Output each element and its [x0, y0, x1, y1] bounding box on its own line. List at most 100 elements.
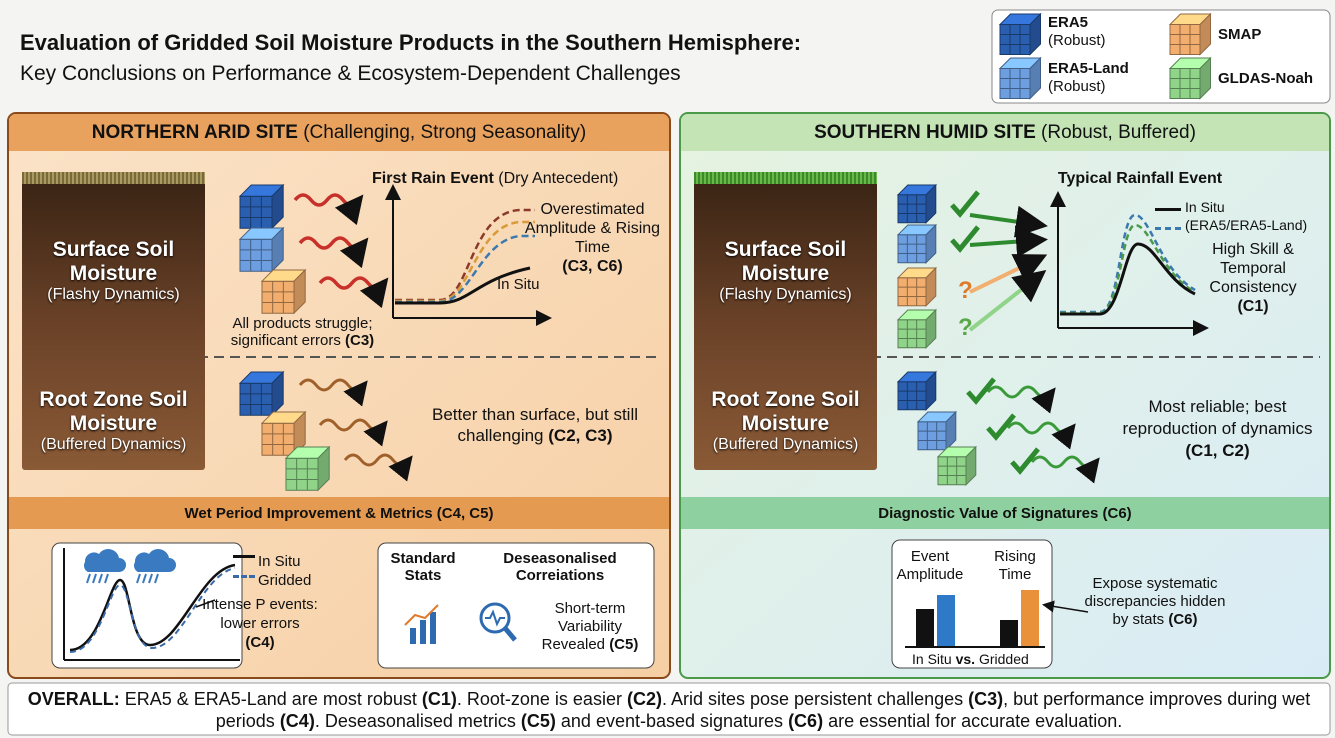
cube-grid — [262, 423, 294, 456]
mini-legend: In Situ Gridded — [258, 552, 311, 590]
chart-title: First Rain Event (Dry Antecedent) — [372, 170, 618, 188]
cube-face — [999, 24, 1031, 55]
cube-grid — [898, 277, 926, 306]
annotation-text: High Skill & Temporal Consistency — [1209, 241, 1297, 296]
layer-label: Surface Soil Moisture — [52, 238, 175, 285]
signature-bars — [905, 590, 1089, 648]
stats-ref: (C5) — [609, 636, 639, 653]
root-text: Better than surface, but still challengi… — [420, 404, 650, 446]
cube-face — [897, 381, 927, 411]
check-mark — [1010, 447, 1040, 475]
cube-grid — [938, 456, 966, 485]
chart-legend: In Situ (ERA5/ERA5-Land) — [1185, 198, 1307, 234]
heading-bold: NORTHERN ARID SITE — [91, 122, 298, 143]
wave-arrow — [1030, 455, 1100, 484]
wave-arrow — [298, 378, 368, 407]
question-mark: ? — [958, 314, 973, 341]
footer-part: , but performance improves during wet pe… — [215, 689, 1311, 731]
wave-arrow — [318, 418, 388, 447]
signature-label: Rising Time — [994, 548, 1036, 583]
wave-arrow — [1006, 421, 1076, 450]
cube-face — [917, 421, 947, 451]
legend-label: Gridded — [258, 572, 312, 589]
right-heading: SOUTHERN HUMID SITE (Robust, Buffered) — [681, 122, 1329, 144]
axis-label: In Situ — [912, 651, 952, 667]
cube-face — [1169, 68, 1201, 99]
layer-note: (Buffered Dynamics) — [40, 436, 187, 453]
question-mark: ? — [958, 277, 973, 304]
arrow — [969, 225, 1048, 258]
root-ref: (C2, C3) — [548, 426, 613, 445]
annotation-ref: (C6) — [1168, 611, 1198, 628]
cube-face — [897, 234, 927, 264]
axis-label: Gridded — [978, 651, 1029, 667]
legend-item: ERA5 (Robust) — [1048, 14, 1106, 50]
cube-grid — [898, 194, 926, 223]
cube-grid — [1000, 68, 1030, 99]
footer-part: and event-based signatures — [555, 711, 789, 731]
check-mark — [950, 225, 980, 253]
arrow — [969, 205, 1048, 238]
footer-box — [7, 682, 1331, 736]
legend-swatch — [233, 555, 255, 558]
stats-note-text: Short-term Variability Revealed — [541, 600, 626, 653]
legend-swatch — [1155, 208, 1181, 211]
cube-grid — [898, 234, 926, 263]
cube-grid — [240, 196, 272, 229]
legend-box — [991, 9, 1331, 104]
cube-grid — [898, 234, 926, 263]
cube-grid — [240, 383, 272, 416]
legend-name: ERA5-Land — [1048, 60, 1129, 77]
annotation: Overestimated Amplitude & Rising Time (C3… — [520, 200, 665, 276]
left-sub-band — [9, 497, 669, 529]
legend-swatch — [233, 575, 255, 578]
wave-arrow — [318, 276, 389, 309]
cube-face — [999, 68, 1031, 99]
cube-grid — [1170, 24, 1200, 55]
grass — [694, 172, 877, 184]
cube-grid — [262, 281, 294, 314]
stats-icons — [404, 602, 517, 644]
cube-face — [897, 319, 927, 349]
footer-part: (C5) — [520, 711, 556, 731]
signature-annotation: Expose systematic discrepancies hidden b… — [1080, 575, 1230, 629]
layer-note: (Buffered Dynamics) — [712, 436, 859, 453]
footer-part: . Deseasonalised metrics — [314, 711, 521, 731]
footer-text: OVERALL: ERA5 & ERA5-Land are most robus… — [14, 688, 1324, 732]
footer-part: (C4) — [279, 711, 315, 731]
cube-grid — [1000, 24, 1030, 55]
cube-grid — [1170, 24, 1200, 55]
root-text-body: Most reliable; best reproduction of dyna… — [1122, 397, 1313, 438]
heading-bold: SOUTHERN HUMID SITE — [814, 122, 1036, 143]
footer-part: . Root-zone is easier — [456, 689, 627, 709]
layer-label: Surface Soil Moisture — [724, 238, 847, 285]
arrow — [969, 254, 1048, 294]
cube-face — [1169, 24, 1201, 55]
cube-grid — [1170, 68, 1200, 99]
title: Evaluation of Gridded Soil Moisture Prod… — [20, 30, 802, 55]
cube-grid — [898, 194, 926, 223]
cube-grid — [918, 421, 946, 450]
annotation: High Skill & Temporal Consistency (C1) — [1178, 240, 1328, 316]
left-chart — [385, 184, 552, 326]
surface-label-group: Surface Soil Moisture (Flashy Dynamics) — [22, 238, 205, 304]
cube-grid — [898, 319, 926, 348]
stats-label: Deseasonalised Correiations — [503, 550, 617, 584]
caption-ref: (C3) — [345, 332, 375, 349]
grass — [22, 172, 205, 184]
annotation-text: Overestimated Amplitude & Rising Time — [524, 201, 661, 256]
cube-grid — [240, 239, 272, 272]
left-header-band — [9, 114, 669, 151]
footer-part: (C1) — [421, 689, 457, 709]
footer-part: . Arid sites pose persistent challenges — [661, 689, 969, 709]
cube-face — [239, 195, 273, 229]
footer-part: ERA5 & ERA5-Land are most robust — [119, 689, 422, 709]
root-ref: (C1, C2) — [1185, 441, 1250, 460]
check-mark — [950, 190, 980, 218]
check-mark — [986, 413, 1016, 441]
legend-label: In Situ — [1185, 199, 1225, 215]
right-header-band — [681, 114, 1329, 151]
legend-label: (ERA5/ERA5-Land) — [1185, 217, 1308, 233]
cube-grid — [286, 458, 318, 491]
